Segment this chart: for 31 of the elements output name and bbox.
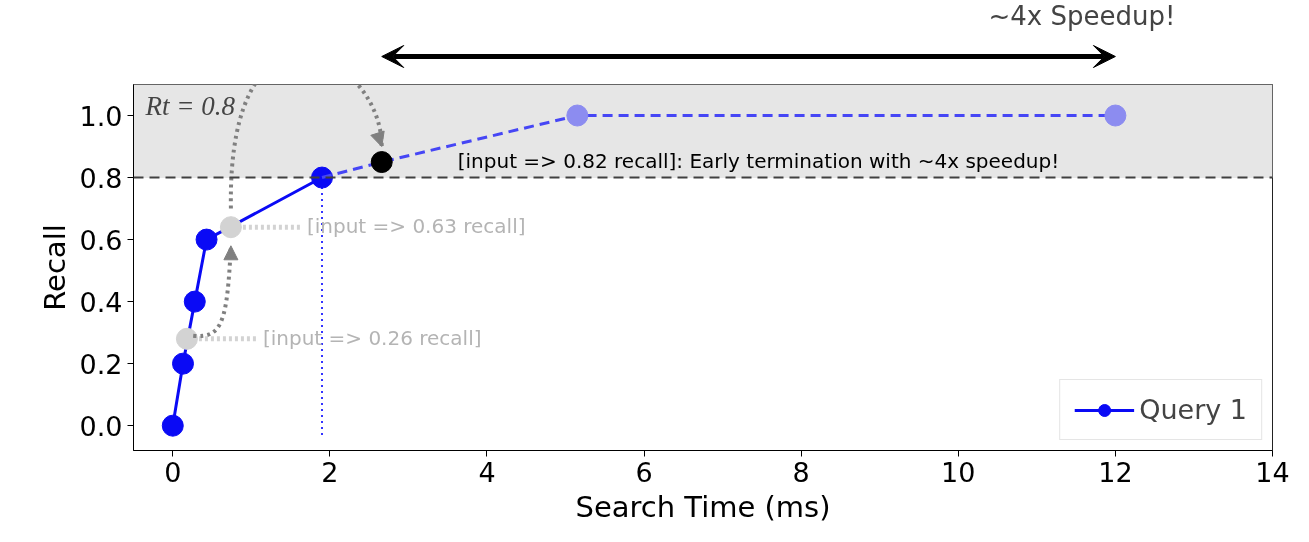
y-axis-title: Recall	[37, 224, 72, 311]
point	[1104, 104, 1127, 127]
point	[171, 352, 194, 375]
text: ~4x Speedup!	[988, 0, 1176, 31]
annotation: [input => 0.26 recall]	[262, 325, 482, 350]
point	[566, 104, 589, 127]
point	[370, 151, 393, 174]
annotation: [input => 0.63 recall]	[306, 214, 526, 239]
point	[183, 290, 206, 313]
x-tick-label: 14	[1255, 456, 1290, 488]
x-axis-title: Search Time (ms)	[575, 489, 831, 524]
x-tick-label: 2	[321, 456, 339, 488]
y-tick-label: 1.0	[79, 100, 123, 132]
x-tick-label: 12	[1098, 456, 1133, 488]
y-tick-label: 0.2	[79, 348, 123, 380]
y-tick-label: 0.0	[79, 410, 123, 442]
point	[175, 327, 198, 350]
y-tick-label: 0.6	[79, 224, 123, 256]
y-tick-label: 0.4	[79, 286, 123, 318]
legend-label: Query 1	[1139, 394, 1247, 425]
ref-line-label: Rt = 0.8	[144, 90, 236, 121]
point	[195, 228, 218, 251]
x-tick-label: 6	[635, 456, 653, 488]
y-tick-label: 0.8	[79, 162, 123, 194]
x-tick-label: 4	[478, 456, 496, 488]
point	[161, 414, 184, 437]
x-tick-label: 10	[941, 456, 976, 488]
annotation: [input => 0.82 recall]: Early termination with ~4x speedup!	[457, 149, 1060, 174]
x-tick-label: 0	[164, 456, 182, 488]
point	[219, 216, 242, 239]
x-tick-label: 8	[792, 456, 810, 488]
